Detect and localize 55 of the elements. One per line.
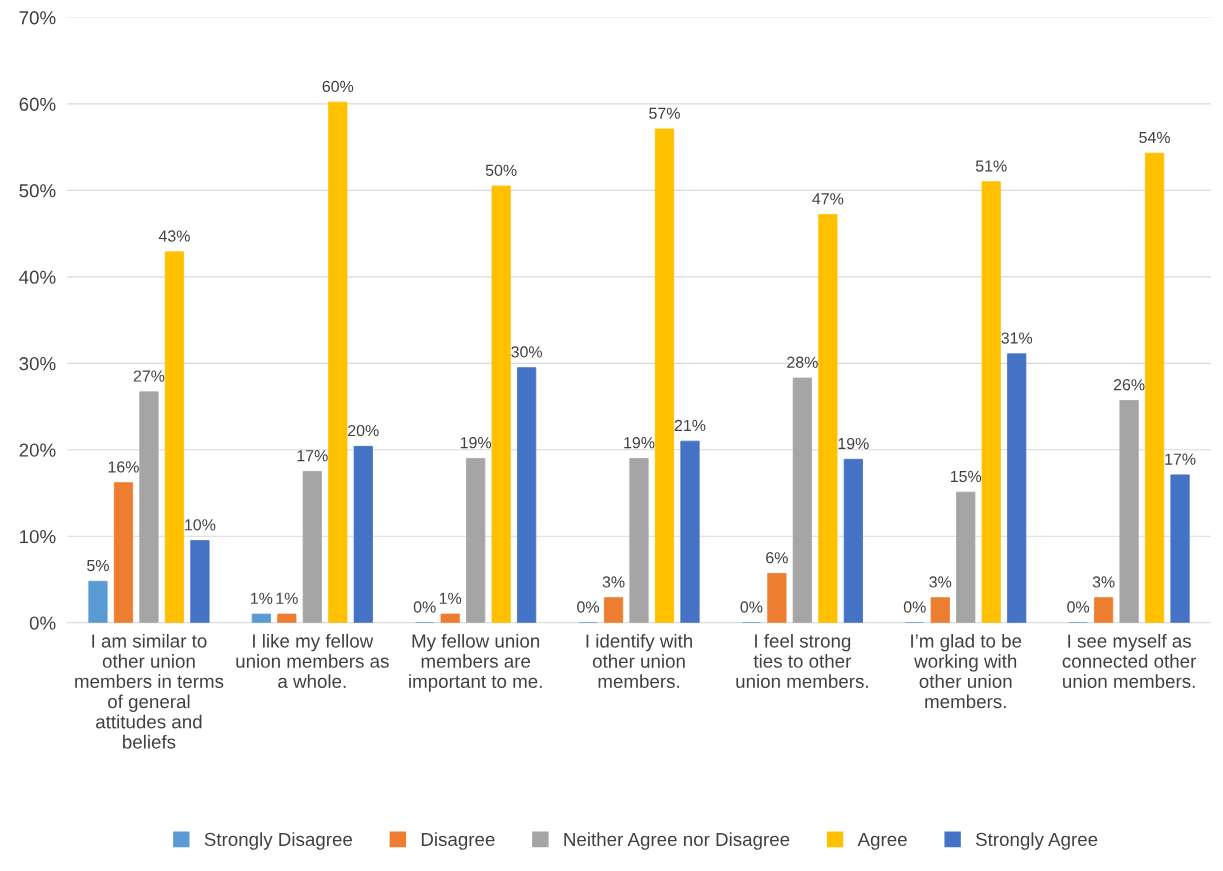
x-tick-label: I identify with other union members. xyxy=(586,633,692,689)
data-label: 27% xyxy=(133,370,165,382)
x-tick-label: I see myself as connected other union members. xyxy=(1062,633,1197,689)
data-label: 47% xyxy=(812,193,844,205)
data-label: 0% xyxy=(413,601,436,613)
data-label: 3% xyxy=(929,576,952,588)
legend-label: Strongly Agree xyxy=(975,832,1098,850)
data-label: 28% xyxy=(787,356,818,368)
y-tick-label: 70% xyxy=(19,11,56,25)
data-label: 3% xyxy=(1092,576,1115,588)
data-label: 3% xyxy=(602,576,625,588)
data-label: 5% xyxy=(87,559,109,572)
x-tick-label: I am similar to other union members in terms of general attitudes and beliefs xyxy=(75,633,224,749)
data-label: 0% xyxy=(740,601,763,613)
legend-label: Disagree xyxy=(421,832,495,850)
data-label: 21% xyxy=(674,419,706,431)
data-label: 1% xyxy=(251,592,273,604)
data-label: 10% xyxy=(185,519,216,531)
data-label: 1% xyxy=(276,592,298,604)
data-label: 20% xyxy=(348,424,379,437)
data-label: 43% xyxy=(158,230,190,242)
y-tick-label: 50% xyxy=(19,184,56,198)
legend-label: Strongly Disagree xyxy=(204,832,353,850)
data-label: 50% xyxy=(485,164,517,176)
data-label: 51% xyxy=(975,160,1007,172)
x-tick-label: I like my fellow union members as a whole. xyxy=(236,633,389,689)
x-tick-label: I feel strong ties to other union members. xyxy=(736,633,868,689)
data-label: 30% xyxy=(511,346,543,358)
data-label: 17% xyxy=(297,450,328,462)
y-tick-label: 40% xyxy=(19,270,56,284)
data-label: 15% xyxy=(950,470,982,483)
data-label: 16% xyxy=(108,461,139,473)
y-tick-label: 30% xyxy=(19,357,56,371)
legend-label: Neither Agree nor Disagree xyxy=(564,832,790,850)
data-label: 60% xyxy=(322,80,354,93)
x-tick-label: I’m glad to be working with other union members. xyxy=(911,633,1022,709)
data-label: 54% xyxy=(1139,131,1170,144)
data-label: 0% xyxy=(1067,601,1090,613)
data-label: 19% xyxy=(624,437,655,449)
data-label: 31% xyxy=(1001,332,1033,344)
y-tick-label: 60% xyxy=(19,97,56,111)
data-label: 1% xyxy=(439,592,462,604)
data-label: 0% xyxy=(577,601,600,613)
legend-label: Agree xyxy=(857,832,907,850)
y-tick-label: 10% xyxy=(20,529,56,544)
y-tick-label: 0% xyxy=(29,616,56,630)
data-label: 19% xyxy=(838,437,869,450)
data-label: 26% xyxy=(1113,379,1145,391)
data-label: 6% xyxy=(766,552,788,564)
y-tick-label: 20% xyxy=(19,443,56,457)
x-tick-label: My fellow union members are important to me. xyxy=(409,633,542,692)
data-label: 0% xyxy=(903,601,926,613)
data-label: 19% xyxy=(460,437,492,449)
data-label: 17% xyxy=(1165,453,1196,465)
data-label: 57% xyxy=(649,107,680,119)
